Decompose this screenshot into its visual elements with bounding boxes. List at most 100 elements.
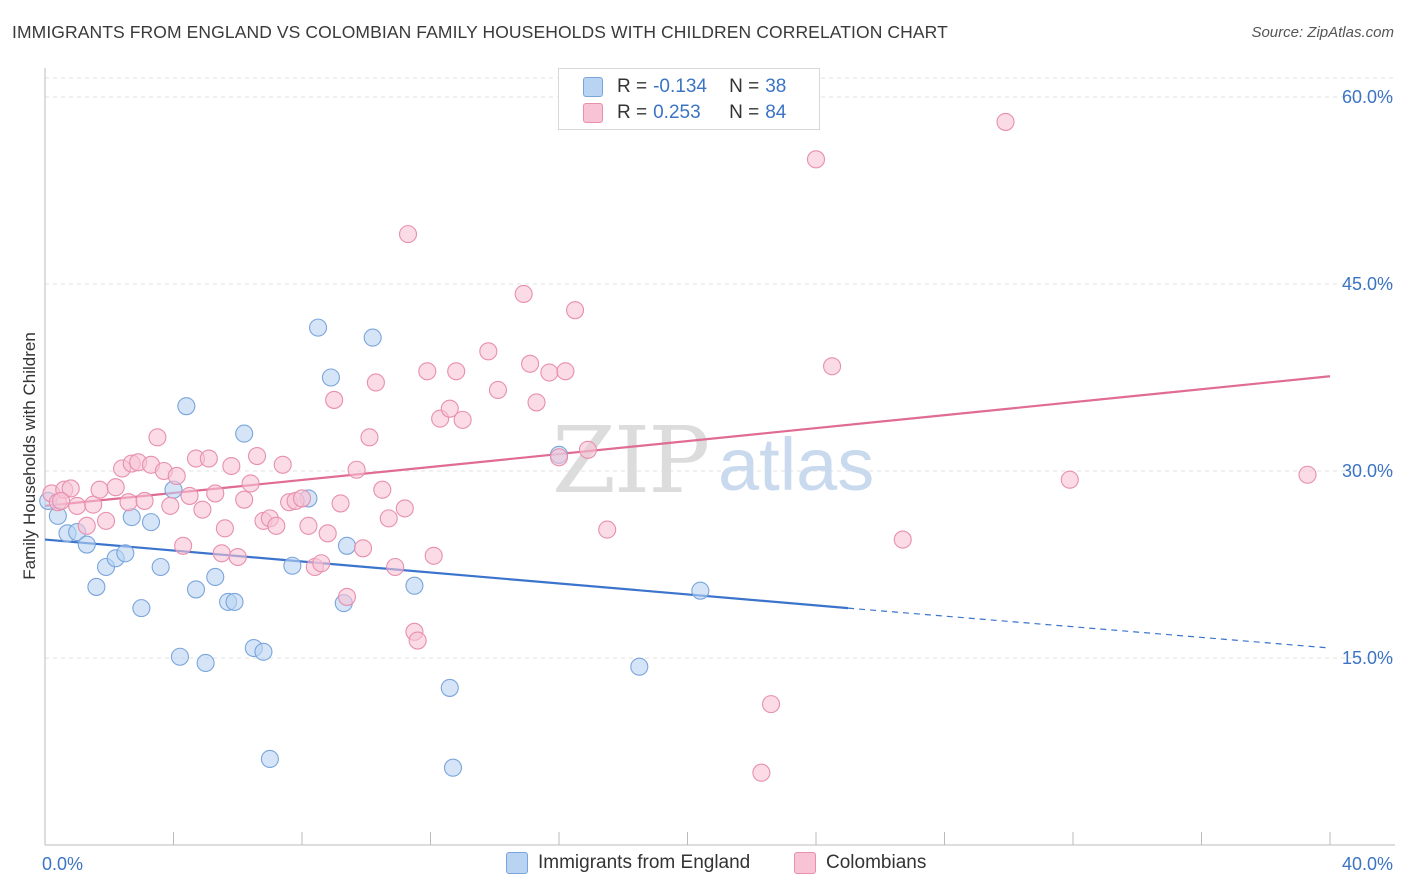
legend-r-value-england: -0.134 <box>653 76 707 97</box>
x-tick-label: 40.0% <box>1342 854 1393 874</box>
colombians-point <box>247 446 267 466</box>
england-point <box>283 556 302 575</box>
colombians-point <box>549 448 569 467</box>
england-point <box>122 508 141 527</box>
colombians-point <box>273 455 292 474</box>
colombians-point <box>398 225 418 244</box>
series-swatch-england <box>506 852 528 874</box>
series-legend: Immigrants from England Colombians <box>0 852 1406 878</box>
england-point <box>77 535 96 554</box>
england-point <box>196 653 215 673</box>
colombians-point <box>167 466 186 486</box>
colombians-point <box>353 539 373 558</box>
colombians-point <box>366 373 385 392</box>
england-point <box>254 642 273 661</box>
colombians-point <box>325 390 344 409</box>
colombians-point <box>206 484 225 503</box>
colombians-point <box>373 480 392 499</box>
colombians-point <box>386 557 405 577</box>
y-tick-label: 30.0% <box>1342 461 1393 481</box>
colombians-point <box>347 460 366 479</box>
source-label: Source: ZipAtlas.com <box>1251 24 1394 41</box>
colombians-point <box>90 480 109 499</box>
colombians-point <box>84 495 103 514</box>
colombians-point <box>806 150 826 169</box>
y-axis-label: Family Households with Children <box>20 332 39 580</box>
england-point <box>443 758 463 777</box>
england-point <box>691 581 710 600</box>
chart-title: IMMIGRANTS FROM ENGLAND VS COLOMBIAN FAM… <box>12 22 948 42</box>
colombians-point <box>77 516 96 535</box>
colombians-point <box>52 491 71 510</box>
england-point <box>170 647 189 666</box>
colombians-point <box>395 499 414 518</box>
england-point <box>141 513 161 532</box>
england-trend-extension <box>848 607 1331 649</box>
england-point <box>151 557 170 577</box>
colombians-point <box>514 284 533 304</box>
colombians-point <box>119 493 138 512</box>
colombians-point <box>447 362 466 381</box>
legend-n-label: N = <box>729 102 760 123</box>
colombians-point <box>556 362 575 381</box>
colombians-point <box>180 486 199 505</box>
y-tick-label: 60.0% <box>1342 87 1393 107</box>
england-point <box>260 749 279 769</box>
legend-n-value-england: 38 <box>765 76 787 97</box>
colombians-point <box>331 494 350 513</box>
colombians-point <box>1060 470 1079 489</box>
legend-r-value-colombians: 0.253 <box>653 102 701 123</box>
colombians-point <box>418 362 437 381</box>
colombians-point <box>752 763 771 782</box>
series-legend-england: Immigrants from England <box>506 852 750 874</box>
legend-n-label: N = <box>729 76 760 97</box>
colombians-point <box>1298 465 1317 484</box>
england-point <box>440 678 459 697</box>
y-tick-label: 15.0% <box>1342 648 1393 668</box>
colombians-point <box>488 380 508 400</box>
colombians-point <box>96 511 116 530</box>
series-legend-colombians: Colombians <box>794 852 926 874</box>
colombians-point <box>161 496 180 515</box>
legend-n-value-colombians: 84 <box>765 102 787 123</box>
colombians-point <box>598 520 617 539</box>
colombians-point <box>566 301 585 320</box>
colombians-point <box>408 631 427 650</box>
colombians-point <box>379 509 398 528</box>
england-point <box>235 424 254 443</box>
colombians-point <box>424 546 443 565</box>
correlation-legend: R = -0.134 N = 38 R = 0.253 N = 84 <box>558 68 820 130</box>
england-point <box>309 318 328 337</box>
colombians-point <box>106 478 125 497</box>
england-point <box>630 657 649 676</box>
england-point <box>363 328 382 347</box>
colombians-point <box>578 440 597 459</box>
y-tick-label: 45.0% <box>1342 274 1393 294</box>
england-point <box>225 592 244 611</box>
colombians-point <box>68 496 87 515</box>
colombians-point <box>440 399 459 418</box>
colombians-point <box>193 500 212 519</box>
england-point <box>337 536 357 555</box>
colombians-point <box>212 544 231 563</box>
colombians-point <box>215 519 234 538</box>
series-label-england: Immigrants from England <box>538 852 751 873</box>
colombians-point <box>61 479 80 498</box>
england-point <box>206 567 225 587</box>
england-point <box>177 397 196 416</box>
colombians-point <box>540 363 559 382</box>
colombians-point <box>312 554 331 573</box>
colombians-point <box>174 536 193 555</box>
legend-swatch-colombians <box>583 103 603 123</box>
england-point <box>186 580 206 599</box>
colombians-point <box>228 547 247 567</box>
colombians-point <box>521 354 540 373</box>
colombians-point <box>241 474 260 493</box>
watermark-zip: ZIP <box>552 407 708 514</box>
colombians-point <box>267 516 286 535</box>
colombians-point <box>235 490 254 509</box>
colombians-point <box>337 587 357 606</box>
colombians-point <box>761 695 781 714</box>
x-tick-label: 0.0% <box>42 854 83 874</box>
